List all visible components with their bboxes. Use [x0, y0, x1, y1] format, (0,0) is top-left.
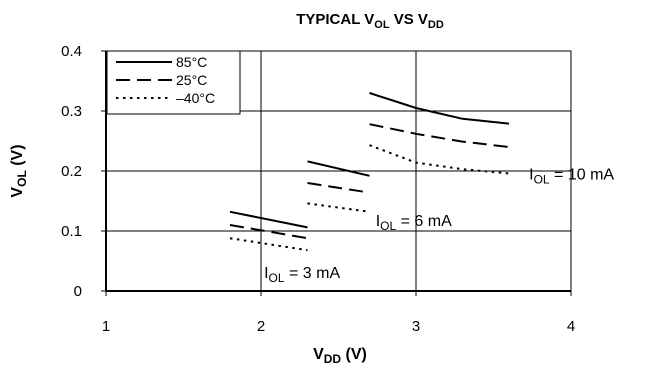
current-label-2: IOL = 6 mA: [376, 213, 452, 233]
current-label-1: IOL = 3 mA: [264, 265, 340, 285]
x-tick-label: 3: [412, 318, 420, 335]
series-line-dashed-group-1: [229, 224, 308, 240]
current-label-3: IOL = 10 mA: [529, 166, 614, 186]
chart-title: TYPICAL VOL VS VDD: [296, 11, 444, 31]
series-line-dashed-group-3: [369, 123, 510, 148]
y-tick-label: 0.3: [61, 103, 82, 120]
y-tick-label: 0.2: [61, 163, 82, 180]
y-tick-label: 0.4: [61, 43, 82, 60]
x-axis-title: VDD (V): [313, 346, 367, 366]
legend-label: 85°C: [176, 54, 207, 70]
y-tick-label: 0.1: [61, 223, 82, 240]
x-tick-label: 1: [102, 318, 110, 335]
legend-label: 25°C: [176, 72, 207, 88]
axes: 1 2 3 4 0 0.1 0.2 0.3 0.4: [61, 43, 575, 335]
series-line-dotted-group-3: [369, 144, 510, 175]
legend-label: –40°C: [176, 90, 215, 106]
series-line-solid-group-2: [307, 160, 370, 177]
series-line-solid-group-3: [369, 92, 510, 125]
legend-box: [106, 50, 241, 115]
current-labels: IOL = 3 mA IOL = 6 mA IOL = 10 mA: [264, 166, 614, 285]
y-tick-label: 0: [74, 283, 82, 300]
series-line-dotted-group-1: [229, 237, 308, 252]
legend: 85°C 25°C –40°C: [106, 50, 241, 115]
series-line-dashed-group-2: [307, 182, 370, 194]
x-tick-label: 4: [567, 318, 575, 335]
x-tick-label: 2: [257, 318, 265, 335]
series-lines: [229, 92, 510, 252]
y-axis-title: VOL (V): [9, 144, 29, 197]
series-line-solid-group-1: [229, 210, 308, 229]
